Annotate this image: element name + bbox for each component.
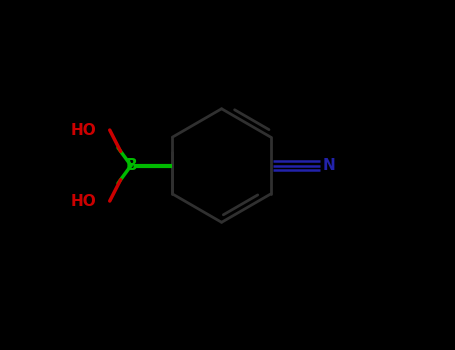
Text: HO: HO xyxy=(71,194,97,209)
Text: B: B xyxy=(125,158,137,173)
Text: N: N xyxy=(323,158,335,173)
Text: HO: HO xyxy=(71,122,97,138)
